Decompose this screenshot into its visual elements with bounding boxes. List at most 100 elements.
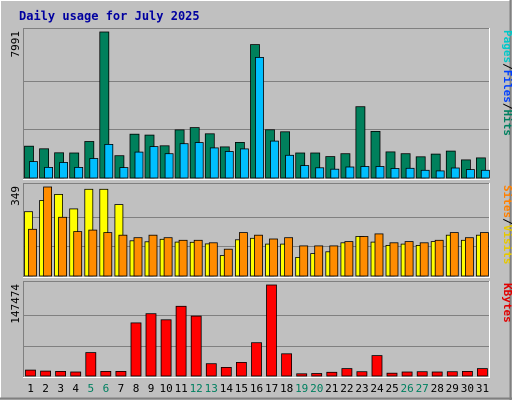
panel-hits: 7991 Pages/Files/Hits [9, 28, 512, 180]
bar-sites-day-6 [103, 232, 113, 277]
bar-files-day-18 [285, 154, 295, 179]
bar-hits-day-22 [340, 153, 351, 179]
bar-files-day-28 [435, 170, 445, 179]
bar-sites-day-11 [178, 239, 188, 277]
x-tick-label: 5 [87, 382, 94, 395]
bar-files-day-3 [59, 162, 68, 179]
x-tick-label: 30 [461, 382, 474, 395]
bar-sites-day-29 [449, 232, 459, 277]
bar-hits-day-21 [325, 156, 336, 179]
x-tick-label: 7 [118, 382, 125, 395]
x-tick-label: 25 [385, 382, 398, 395]
bar-hits-day-25 [385, 151, 396, 179]
bar-kbytes-day-11 [175, 305, 187, 377]
legend-visits: Sites/Visits [501, 185, 512, 265]
bar-hits-day-2 [39, 148, 49, 179]
bar-files-day-10 [164, 153, 174, 179]
bar-kbytes-day-17 [266, 284, 277, 377]
bar-kbytes-day-23 [356, 371, 368, 377]
bar-hits-day-6 [99, 31, 110, 179]
bar-kbytes-day-25 [386, 372, 398, 377]
bar-files-day-4 [74, 166, 84, 179]
x-tick-label: 8 [133, 382, 140, 395]
bar-files-day-26 [405, 167, 415, 179]
bar-files-day-1 [29, 161, 38, 179]
bar-kbytes-day-12 [190, 315, 202, 377]
bar-sites-day-28 [434, 239, 444, 277]
bar-sites-day-12 [193, 239, 203, 277]
bar-files-day-2 [44, 166, 53, 179]
x-tick-label: 10 [159, 382, 172, 395]
bar-sites-day-8 [133, 237, 143, 277]
bar-files-day-24 [375, 166, 385, 179]
bar-sites-day-9 [148, 234, 158, 277]
bar-kbytes-day-27 [416, 371, 428, 377]
bar-kbytes-day-9 [145, 313, 157, 377]
bar-sites-day-16 [254, 234, 263, 277]
x-tick-label: 4 [72, 382, 79, 395]
bar-kbytes-day-3 [55, 370, 66, 377]
bar-files-day-8 [134, 151, 144, 179]
bar-kbytes-day-4 [70, 371, 82, 377]
bar-sites-day-14 [223, 248, 233, 277]
legend-entry-sites: Sites [501, 185, 512, 218]
x-tick-label: 13 [205, 382, 218, 395]
bar-sites-day-1 [28, 228, 37, 277]
x-tick-label: 26 [400, 382, 413, 395]
bar-sites-day-22 [344, 241, 354, 277]
bar-hits-day-27 [415, 156, 426, 179]
x-tick-label: 17 [265, 382, 278, 395]
bar-files-day-31 [480, 169, 490, 179]
bar-files-day-22 [345, 166, 355, 179]
y-axis-max-label: 7991 [9, 31, 22, 58]
x-tick-label: 16 [250, 382, 263, 395]
bar-files-day-23 [360, 166, 370, 179]
bar-files-day-14 [224, 151, 234, 179]
x-tick-label: 29 [446, 382, 459, 395]
bar-sites-day-18 [284, 237, 294, 277]
bar-sites-day-17 [269, 238, 278, 277]
bar-sites-day-2 [43, 186, 52, 277]
bar-sites-day-27 [419, 242, 429, 277]
x-tick-label: 18 [280, 382, 293, 395]
bar-kbytes-day-7 [115, 370, 127, 377]
bar-files-day-25 [390, 168, 400, 179]
legend-entry-: / [501, 63, 512, 70]
bar-hits-day-28 [430, 153, 441, 179]
bar-files-day-5 [89, 158, 99, 179]
legend-entry-: / [501, 218, 512, 225]
bar-files-day-21 [330, 168, 340, 179]
bar-hits-day-29 [445, 150, 456, 179]
bar-files-day-16 [255, 57, 264, 179]
bar-kbytes-day-26 [401, 371, 413, 377]
bar-kbytes-day-10 [160, 319, 172, 377]
bar-sites-day-30 [464, 237, 474, 277]
x-tick-label: 12 [190, 382, 203, 395]
bar-hits-day-24 [370, 130, 381, 179]
chart-panels: 7991Pages/Files/Hits349Sites/Visits14747… [9, 28, 512, 378]
bar-files-day-30 [465, 169, 475, 179]
bar-files-day-27 [420, 169, 430, 179]
bar-kbytes-day-18 [281, 353, 293, 377]
bar-kbytes-day-31 [476, 368, 488, 377]
bar-hits-day-4 [69, 152, 80, 179]
bar-kbytes-day-19 [296, 373, 308, 377]
legend-hits: Pages/Files/Hits [501, 30, 512, 136]
bar-kbytes-day-13 [205, 363, 217, 377]
bar-kbytes-day-14 [220, 366, 232, 377]
chart-title: Daily usage for July 2025 [19, 9, 200, 23]
bar-files-day-13 [209, 147, 219, 179]
x-tick-label: 23 [355, 382, 368, 395]
bar-sites-day-21 [329, 245, 339, 277]
bar-files-day-17 [270, 140, 279, 179]
y-axis-max-label: 349 [9, 186, 22, 206]
bar-kbytes-day-2 [40, 370, 51, 377]
x-tick-label: 3 [57, 382, 64, 395]
legend-entry-kbytes: KBytes [501, 283, 512, 323]
legend-entry-files: Files [501, 70, 512, 103]
bar-sites-day-31 [479, 232, 489, 277]
bar-files-day-6 [104, 143, 114, 179]
x-tick-label: 6 [103, 382, 110, 395]
bar-kbytes-day-15 [235, 361, 247, 377]
